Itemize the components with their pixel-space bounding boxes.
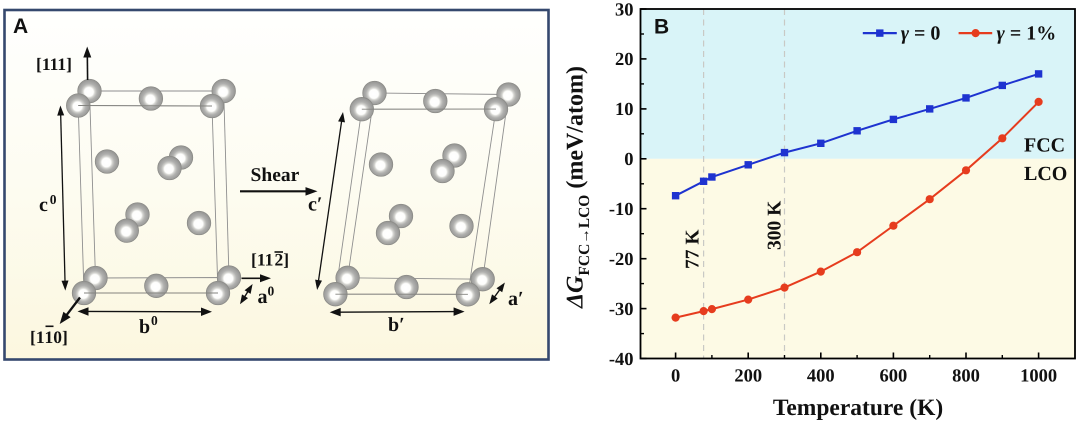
svg-text:γ = 0: γ = 0: [901, 23, 941, 45]
svg-text:-10: -10: [609, 200, 634, 220]
svg-text:0: 0: [151, 313, 158, 328]
svg-text:a: a: [258, 286, 268, 308]
svg-text:300 K: 300 K: [765, 200, 786, 250]
svg-text:b′: b′: [388, 314, 405, 336]
svg-text:c: c: [39, 194, 48, 216]
svg-text:[11: [11: [251, 250, 273, 270]
svg-text:A: A: [13, 15, 28, 38]
svg-text:2]: 2]: [275, 250, 290, 270]
svg-text:0: 0: [624, 150, 633, 170]
svg-text:FCC: FCC: [1024, 135, 1065, 157]
svg-text:Shear: Shear: [251, 165, 300, 186]
svg-text:0: 0: [671, 367, 680, 387]
svg-text:b: b: [139, 316, 150, 338]
svg-text:600: 600: [880, 367, 908, 387]
svg-text:400: 400: [807, 367, 835, 387]
svg-text:10]: 10]: [45, 327, 68, 347]
svg-text:-30: -30: [609, 300, 634, 320]
svg-text:B: B: [654, 16, 669, 39]
svg-text:1000: 1000: [1020, 367, 1057, 387]
svg-text:30: 30: [615, 0, 634, 20]
svg-text:-20: -20: [609, 250, 634, 270]
svg-text:LCO: LCO: [1024, 163, 1067, 185]
svg-text:800: 800: [952, 367, 980, 387]
svg-text:a′: a′: [508, 288, 524, 310]
svg-text:γ = 1%: γ = 1%: [997, 23, 1057, 45]
svg-text:[111]: [111]: [36, 54, 72, 74]
svg-text:[1: [1: [30, 327, 45, 347]
svg-text:200: 200: [734, 367, 762, 387]
svg-text:77 K: 77 K: [683, 229, 704, 269]
svg-text:ΔGFCC→LCO (meV/atom): ΔGFCC→LCO (meV/atom): [563, 66, 594, 309]
svg-text:Temperature (K): Temperature (K): [773, 395, 943, 421]
svg-text:10: 10: [615, 100, 634, 120]
svg-text:20: 20: [615, 50, 634, 70]
svg-text:0: 0: [268, 284, 275, 299]
svg-text:0: 0: [50, 192, 57, 207]
svg-text:c′: c′: [308, 194, 323, 216]
svg-text:-40: -40: [609, 350, 634, 370]
